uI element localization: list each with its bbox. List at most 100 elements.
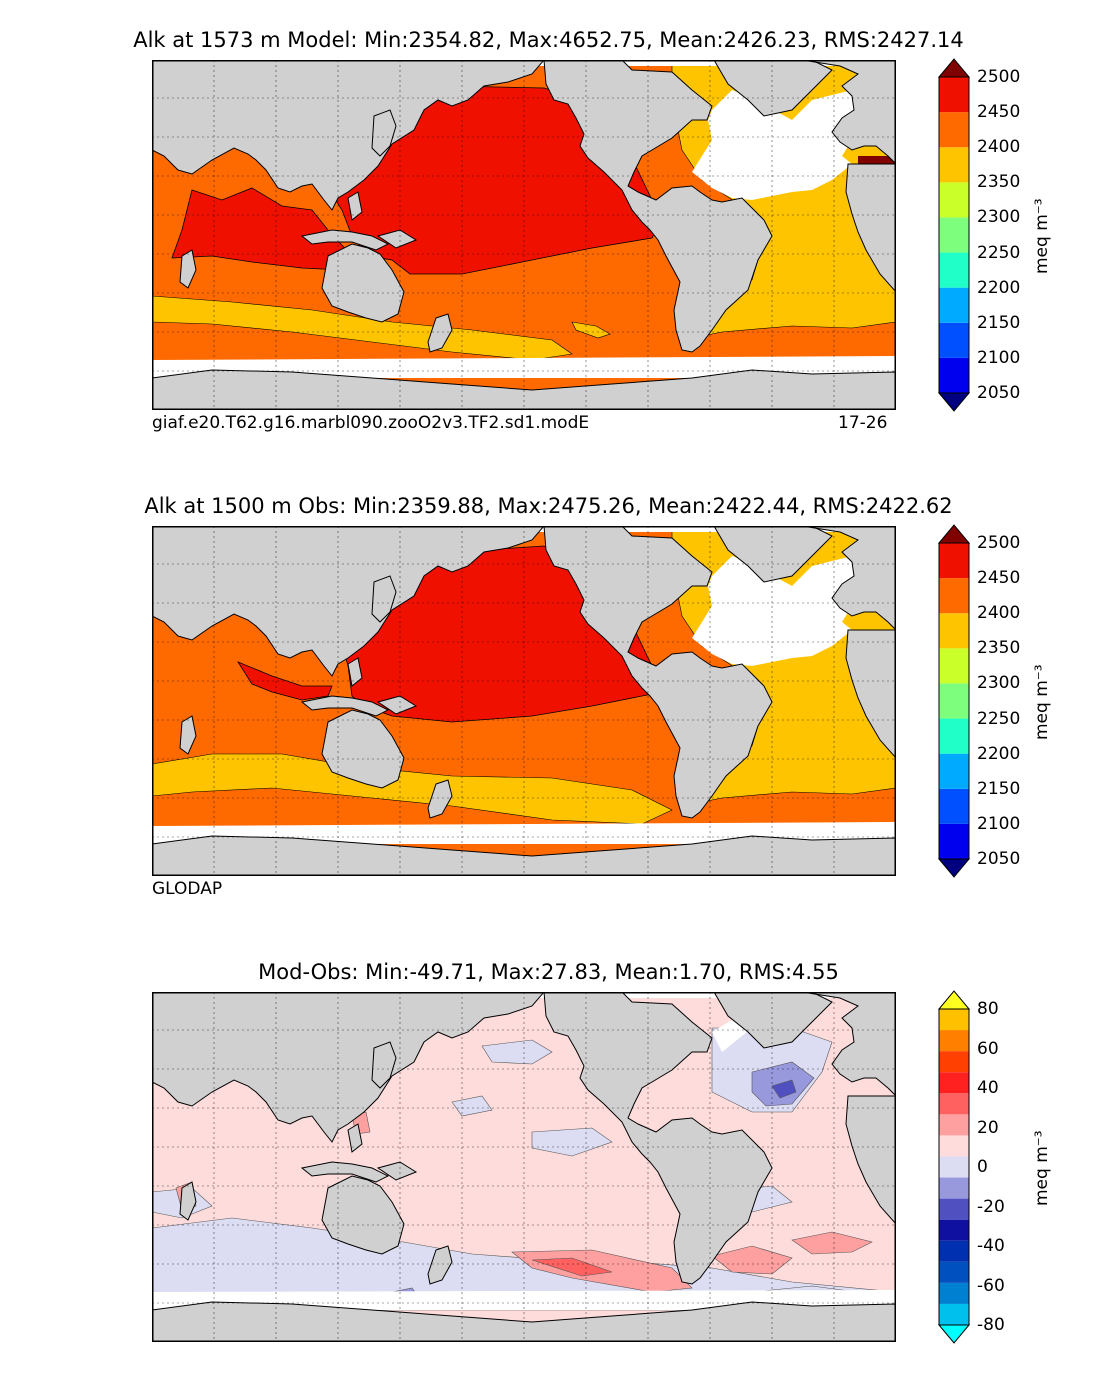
difference-map (152, 992, 896, 1342)
colorbar-extend-min (938, 858, 970, 878)
colorbar-segment (939, 1219, 969, 1241)
colorbar-extend-max (938, 58, 970, 78)
difference-contour (791, 1231, 873, 1255)
land-phil (347, 657, 363, 687)
graticule (152, 992, 896, 1342)
panel-title: Alk at 1573 m Model: Min:2354.82, Max:46… (133, 28, 964, 52)
map-frame (152, 526, 896, 876)
map-frame (152, 992, 896, 1342)
colorbar-tick-label: 2100 (977, 347, 1021, 368)
colorbar-tick-label: 2400 (977, 603, 1021, 624)
panel-title: Mod-Obs: Min:-49.71, Max:27.83, Mean:1.7… (258, 960, 839, 984)
colorbar-tick-label: 20 (977, 1117, 999, 1138)
colorbar-segment (939, 1114, 969, 1136)
land-madagascar (179, 715, 197, 755)
colorbar-tick-label: 2300 (977, 673, 1021, 694)
land-greenland (713, 992, 833, 1049)
land-madagascar (179, 249, 197, 289)
colorbar-segment (939, 1093, 969, 1115)
years-label: 17-26 (838, 413, 888, 433)
graticule (152, 60, 896, 410)
land-europe (801, 992, 896, 1097)
land-africa (845, 629, 896, 759)
land-australia (321, 1175, 405, 1255)
land-newzealand (427, 313, 453, 353)
colorbar-segment (939, 1030, 969, 1052)
difference-contour (451, 1095, 493, 1117)
land-eurasia (152, 992, 545, 1143)
colorbar-tick-label: 2100 (977, 813, 1021, 834)
land-eurasia (152, 526, 545, 677)
graticule (152, 526, 896, 876)
colorbar-segment (939, 1198, 969, 1220)
colorbar-segment (939, 543, 969, 579)
colorbar-segment (939, 147, 969, 183)
colorbar-tick-label: 2400 (977, 137, 1021, 158)
obs-panel: Alk at 1500 m Obs: Min:2359.88, Max:2475… (0, 466, 1097, 926)
land-indonesia (300, 229, 390, 251)
colorbar-segment (939, 182, 969, 218)
map-canvas (152, 60, 896, 410)
colorbar-segment (939, 578, 969, 614)
land-africa (845, 1095, 896, 1225)
colorbar-tick-label: 2050 (977, 383, 1021, 403)
land-newzealand (427, 779, 453, 819)
model-map (152, 60, 896, 410)
colorbar-segment (939, 683, 969, 719)
land-japan (371, 1041, 397, 1089)
land-eurasia (152, 60, 545, 211)
colorbar-segment (939, 1261, 969, 1283)
colorbar-frame (938, 1008, 970, 1326)
missing-data-region (712, 1020, 752, 1052)
indian-high-alk-region (236, 661, 333, 701)
colorbar-tick-label: 2450 (977, 102, 1021, 123)
colorbar-tick-label: -80 (977, 1315, 1005, 1335)
land-australia (321, 709, 405, 789)
colorbar-tick-label: 2150 (977, 778, 1021, 799)
southern-band (152, 295, 573, 361)
colorbar-frame (938, 542, 970, 860)
colorbar-segment (939, 823, 969, 859)
model-panel: Alk at 1573 m Model: Min:2354.82, Max:46… (0, 0, 1097, 460)
experiment-label: giaf.e20.T62.g16.marbl090.zooO2v3.TF2.sd… (152, 413, 590, 433)
southern-blob (571, 321, 611, 339)
map-canvas (152, 526, 896, 876)
missing-data-region (692, 80, 896, 200)
difference-panel: Mod-Obs: Min:-49.71, Max:27.83, Mean:1.7… (0, 932, 1097, 1392)
land-japan (371, 575, 397, 623)
land-greenland (713, 526, 833, 583)
colorbar-segment (939, 753, 969, 789)
colorbar-tick-label: -60 (977, 1275, 1005, 1296)
colorbar-tick-label: 2250 (977, 242, 1021, 263)
missing-data-region (692, 546, 896, 666)
difference-contour (531, 1127, 613, 1157)
colorbar-extend-max (938, 524, 970, 544)
colorbar-frame (938, 76, 970, 394)
colorbar-tick-label: 60 (977, 1038, 999, 1059)
colorbar-tick-label: 2500 (977, 533, 1021, 553)
colorbar-segment (939, 1051, 969, 1073)
colorbar-tick-label: 2300 (977, 207, 1021, 228)
colorbar-tick-label: 0 (977, 1157, 988, 1177)
colorbar-tick-label: 2200 (977, 743, 1021, 764)
colorbar-segment (939, 1072, 969, 1094)
colorbar-strip (938, 58, 970, 412)
land-newzealand (427, 1245, 453, 1285)
land-japan (371, 109, 397, 157)
colorbar-tick-label: -20 (977, 1196, 1005, 1217)
colorbar-segment (939, 1240, 969, 1262)
dataset-label: GLODAP (152, 879, 223, 899)
colorbar-tick-label: 2200 (977, 277, 1021, 298)
colorbar-segment (939, 1135, 969, 1157)
colorbar-tick-label: 2500 (977, 67, 1021, 87)
difference-contour (531, 1257, 613, 1277)
colorbar-tick-label: 2450 (977, 568, 1021, 589)
colorbar-tick-label: 2050 (977, 849, 1021, 869)
map-canvas (152, 992, 896, 1342)
colorbar-segment (939, 718, 969, 754)
land-australia (321, 243, 405, 323)
colorbar-strip (938, 990, 970, 1344)
colorbar-segment (939, 357, 969, 393)
map-frame (152, 60, 896, 410)
colorbar-tick-label: 40 (977, 1078, 999, 1098)
